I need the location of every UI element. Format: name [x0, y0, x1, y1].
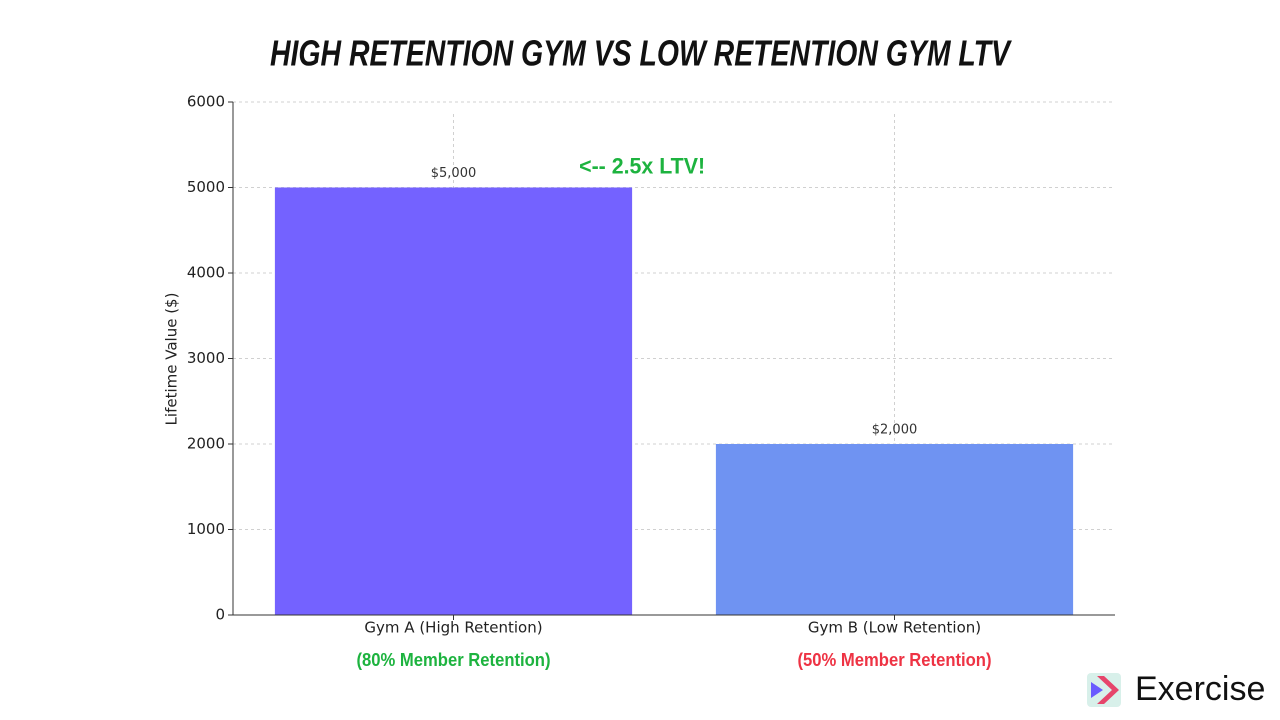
logo: Exercise	[1087, 670, 1265, 708]
y-tick-label: 2000	[187, 435, 225, 453]
logo-chevron	[1097, 676, 1119, 704]
category-note: (80% Member Retention)	[357, 650, 551, 670]
x-tick-label: Gym A (High Retention)	[364, 619, 542, 637]
logo-chevron	[1091, 682, 1103, 698]
y-tick-label: 1000	[187, 520, 225, 538]
bar	[274, 187, 633, 615]
y-tick-label: 3000	[187, 349, 225, 367]
y-axis-label: Lifetime Value ($)	[163, 293, 181, 426]
y-tick-label: 5000	[187, 178, 225, 196]
value-label: $2,000	[872, 423, 918, 438]
y-tick-label: 4000	[187, 264, 225, 282]
chart-title: HIGH RETENTION GYM VS LOW RETENTION GYM …	[270, 33, 1012, 74]
x-tick-label: Gym B (Low Retention)	[808, 619, 981, 637]
y-tick-label: 0	[215, 606, 225, 624]
bar	[715, 444, 1074, 615]
logo-tile	[1087, 673, 1121, 707]
value-label: $5,000	[431, 166, 477, 181]
y-tick-label: 6000	[187, 93, 225, 111]
annotation: <-- 2.5x LTV!	[579, 153, 705, 178]
category-note: (50% Member Retention)	[798, 650, 992, 670]
logo-text: Exercise	[1135, 670, 1265, 708]
